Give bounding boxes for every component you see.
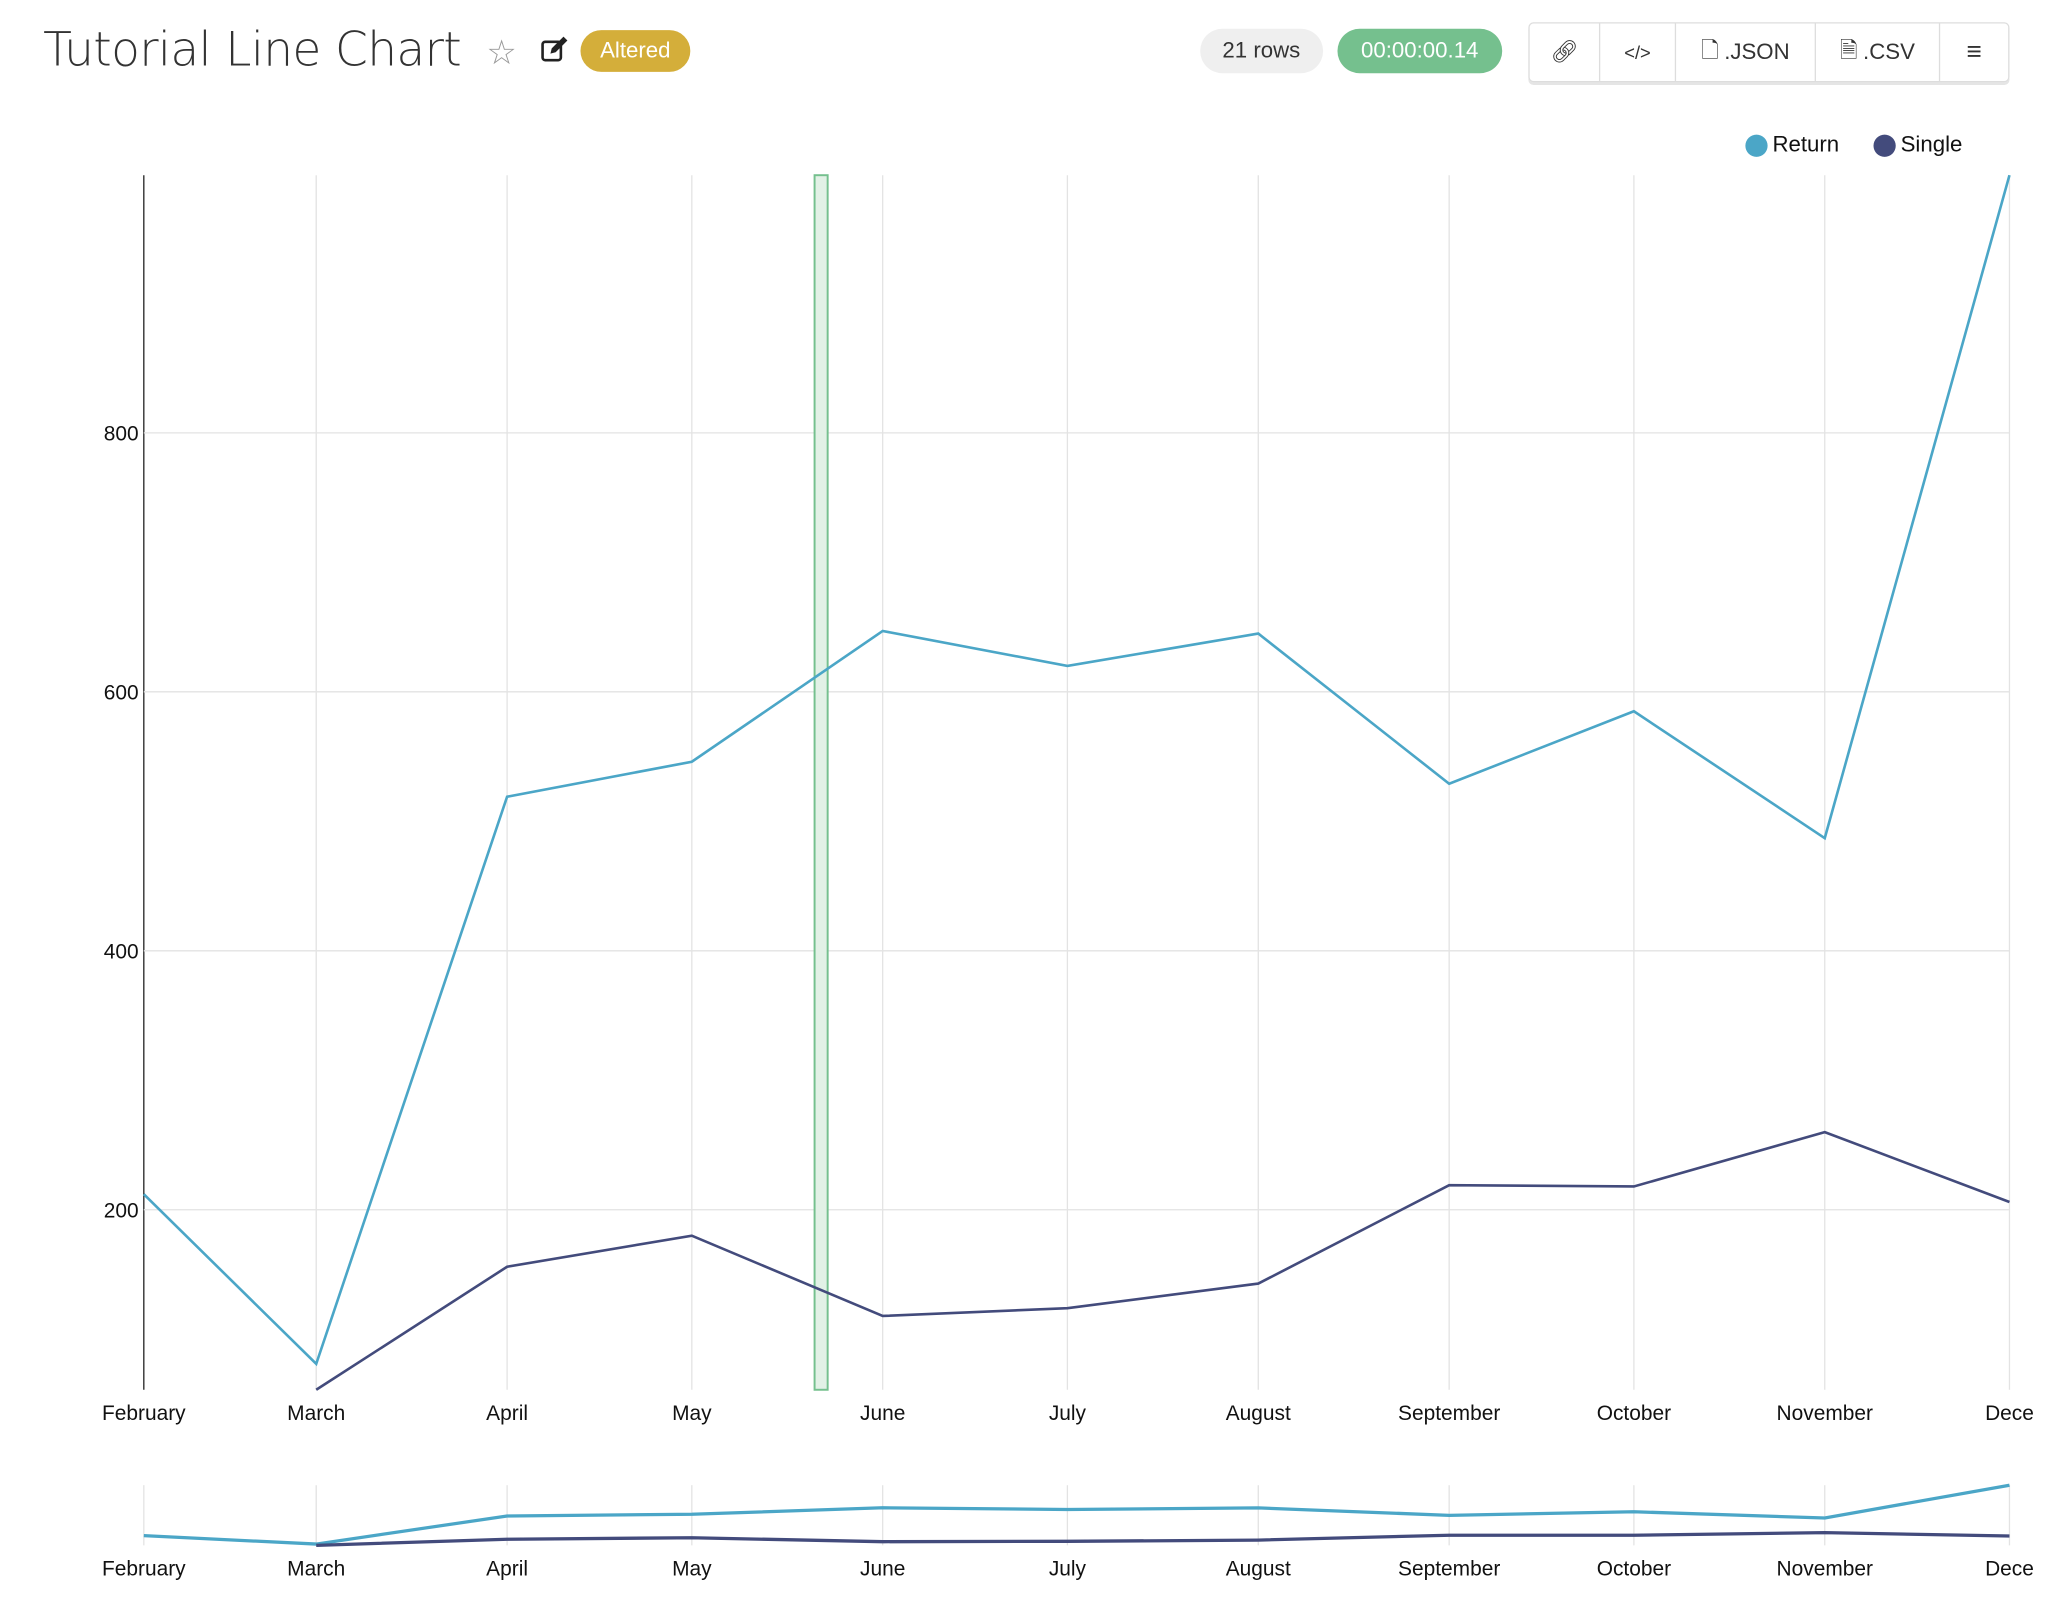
y-tick-label: 800 bbox=[104, 423, 139, 446]
legend-item-return[interactable]: Return bbox=[1744, 132, 1840, 158]
x-tick-label: October bbox=[1597, 1557, 1671, 1580]
x-tick-label: September bbox=[1398, 1402, 1500, 1425]
x-tick-label: March bbox=[287, 1402, 345, 1425]
code-icon: </> bbox=[1624, 41, 1651, 63]
series-line-single bbox=[316, 1530, 2010, 1547]
y-tick-label: 600 bbox=[104, 682, 139, 705]
series-line-return bbox=[142, 174, 2011, 1367]
x-tick-label: February bbox=[102, 1402, 186, 1425]
hamburger-icon: ≡ bbox=[1966, 37, 1982, 67]
star-icon[interactable]: ☆ bbox=[486, 32, 517, 72]
x-tick-label: Dece bbox=[1985, 1557, 2034, 1580]
x-tick-label: April bbox=[486, 1557, 528, 1580]
copy-link-button[interactable]: 🔗︎ bbox=[1530, 23, 1601, 82]
y-tick-label: 200 bbox=[104, 1200, 139, 1223]
export-csv-button[interactable]: 🗎 .CSV bbox=[1816, 23, 1941, 82]
x-tick-label: February bbox=[102, 1557, 186, 1580]
x-tick-label: September bbox=[1398, 1557, 1500, 1580]
x-tick-label: August bbox=[1226, 1557, 1291, 1580]
file-code-icon: 🗋 bbox=[1701, 37, 1719, 63]
legend-dot-return bbox=[1744, 134, 1768, 157]
export-json-button[interactable]: 🗋 .JSON bbox=[1676, 23, 1816, 82]
x-tick-label: May bbox=[672, 1557, 712, 1580]
y-tick-label: 400 bbox=[104, 941, 139, 964]
highlight-band bbox=[813, 174, 829, 1391]
menu-button[interactable]: ≡ bbox=[1940, 24, 2008, 82]
x-tick-label: August bbox=[1226, 1402, 1291, 1425]
series-line-return bbox=[143, 1483, 2010, 1546]
row-count-badge: 21 rows bbox=[1200, 28, 1323, 74]
legend-label: Single bbox=[1900, 132, 1963, 157]
legend: Return Single bbox=[1744, 132, 1962, 158]
json-label: .JSON bbox=[1724, 39, 1790, 65]
legend-dot-single bbox=[1873, 134, 1896, 157]
page-title: Tutorial Line Chart bbox=[43, 23, 462, 78]
timer-badge: 00:00:00.14 bbox=[1337, 28, 1502, 74]
edit-icon[interactable] bbox=[540, 35, 569, 64]
x-tick-label: April bbox=[486, 1402, 528, 1425]
x-tick-label: March bbox=[287, 1557, 345, 1580]
x-tick-label: June bbox=[860, 1557, 905, 1580]
toolbar: 🔗︎ </> 🗋 .JSON 🗎 .CSV ≡ bbox=[1528, 22, 2010, 83]
x-tick-label: November bbox=[1777, 1557, 1873, 1580]
status-badge: Altered bbox=[580, 30, 691, 72]
series-line-single bbox=[315, 1130, 2010, 1391]
embed-button[interactable]: </> bbox=[1600, 23, 1677, 82]
x-tick-label: Dece bbox=[1985, 1402, 2034, 1425]
file-text-icon: 🗎 bbox=[1839, 37, 1858, 63]
legend-item-single[interactable]: Single bbox=[1873, 132, 1962, 158]
x-tick-label: November bbox=[1777, 1402, 1873, 1425]
x-tick-label: July bbox=[1049, 1557, 1087, 1580]
csv-label: .CSV bbox=[1863, 39, 1915, 65]
x-tick-label: July bbox=[1049, 1402, 1087, 1425]
legend-label: Return bbox=[1772, 132, 1840, 157]
x-tick-label: October bbox=[1597, 1402, 1671, 1425]
x-tick-label: June bbox=[860, 1402, 905, 1425]
link-icon: 🔗︎ bbox=[1550, 39, 1579, 65]
x-tick-label: May bbox=[672, 1402, 712, 1425]
